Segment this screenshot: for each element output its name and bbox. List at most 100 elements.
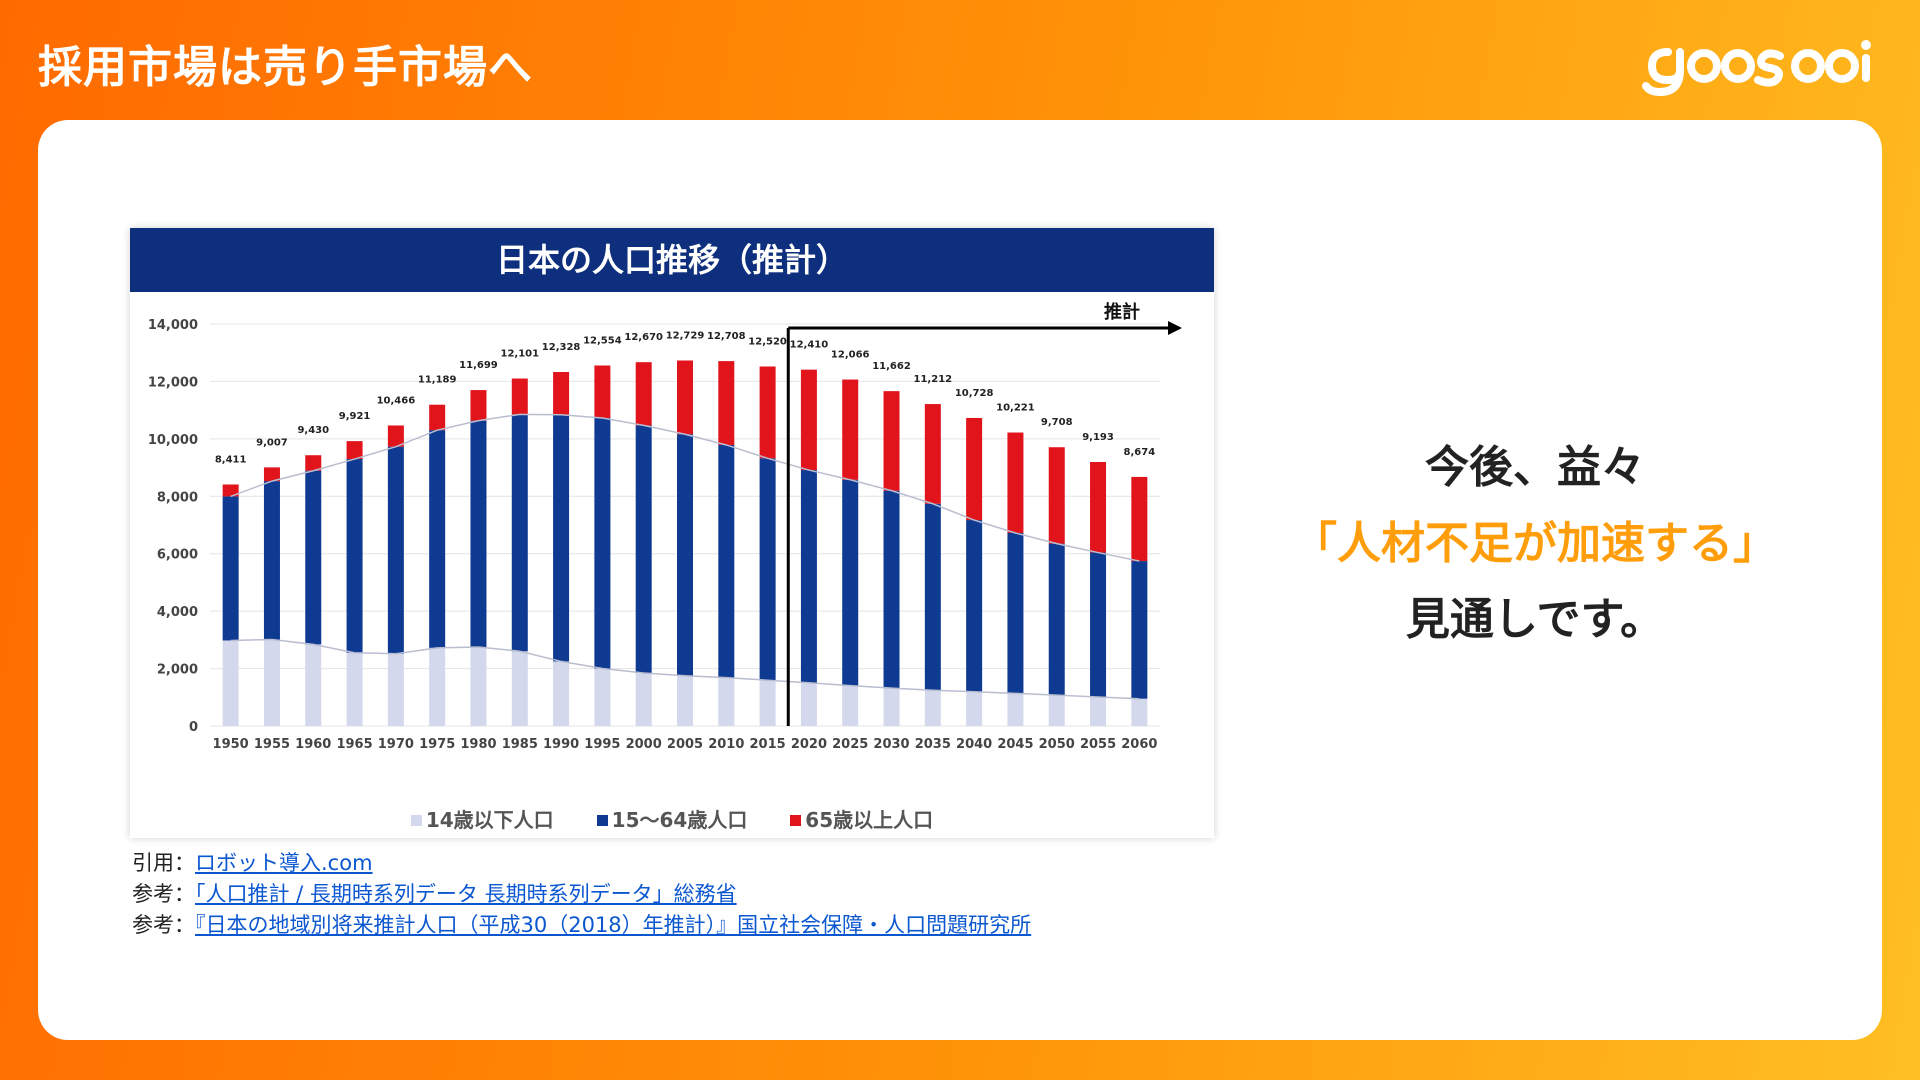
bar-under14 xyxy=(594,668,611,726)
bar-under14 xyxy=(305,644,322,726)
y-tick-label: 6,000 xyxy=(157,548,198,563)
bar-15-64 xyxy=(305,470,322,645)
x-tick-label: 2060 xyxy=(1121,737,1157,752)
data-label: 12,410 xyxy=(790,340,829,351)
bar-65plus xyxy=(966,417,983,521)
bar-under14 xyxy=(924,690,941,726)
data-label: 8,411 xyxy=(215,454,247,465)
x-tick-label: 2050 xyxy=(1039,737,1075,752)
bar-15-64 xyxy=(1131,561,1148,699)
x-tick-label: 2015 xyxy=(750,737,786,752)
bar-65plus xyxy=(222,484,239,497)
bar-15-64 xyxy=(635,425,652,673)
bar-65plus xyxy=(1007,432,1024,533)
bar-65plus xyxy=(1048,447,1065,544)
bar-65plus xyxy=(759,366,776,459)
bar-65plus xyxy=(511,378,528,415)
trend-line-15-64 xyxy=(230,413,1140,562)
x-tick-label: 1970 xyxy=(378,737,414,752)
source-line-reference-1: 参考：「人口推計 / 長期時系列データ 長期時系列データ」総務省 xyxy=(132,879,1031,910)
bar-under14 xyxy=(800,682,817,726)
data-label: 9,921 xyxy=(339,411,371,422)
bar-15-64 xyxy=(594,417,611,669)
source-link-ipss[interactable]: 『日本の地域別将来推計人口（平成30（2018）年推計）』国立社会保障・人口問題… xyxy=(195,913,1032,937)
bar-15-64 xyxy=(222,496,239,641)
bar-15-64 xyxy=(429,430,446,648)
bar-under14 xyxy=(759,680,776,726)
bar-65plus xyxy=(883,391,900,491)
data-label: 12,066 xyxy=(831,350,870,361)
bar-15-64 xyxy=(759,458,776,681)
source-list: 引用：ロボット導入.com 参考：「人口推計 / 長期時系列データ 長期時系列デ… xyxy=(132,848,1031,941)
bar-under14 xyxy=(677,675,693,726)
legend-item-65plus: 65歳以上人口 xyxy=(790,804,933,833)
bar-under14 xyxy=(1090,696,1107,726)
bar-15-64 xyxy=(1090,552,1107,697)
bar-under14 xyxy=(429,647,446,726)
bar-65plus xyxy=(387,425,404,447)
bar-under14 xyxy=(553,661,570,726)
x-tick-label: 2000 xyxy=(626,737,662,752)
bar-15-64 xyxy=(470,420,487,648)
x-tick-label: 1975 xyxy=(419,737,455,752)
bar-15-64 xyxy=(553,414,570,662)
bar-15-64 xyxy=(966,520,983,692)
message-line-3: 見通しです。 xyxy=(1405,594,1665,645)
data-label: 12,328 xyxy=(542,342,581,353)
bar-65plus xyxy=(635,362,652,426)
bar-15-64 xyxy=(387,446,404,654)
key-message: 今後、益々 「人材不足が加速する」 見通しです。 xyxy=(1240,430,1830,658)
data-label: 12,708 xyxy=(707,331,746,342)
bar-65plus xyxy=(800,369,817,471)
bar-65plus xyxy=(429,404,446,431)
bar-under14 xyxy=(346,652,363,726)
y-tick-label: 10,000 xyxy=(148,433,198,448)
source-link-robot[interactable]: ロボット導入.com xyxy=(195,851,373,875)
brand-logo: goosoo xyxy=(1640,30,1880,100)
x-tick-label: 2005 xyxy=(667,737,703,752)
data-label: 9,007 xyxy=(256,437,288,448)
bar-15-64 xyxy=(1007,532,1024,694)
bar-15-64 xyxy=(883,490,900,689)
x-tick-label: 2035 xyxy=(915,737,951,752)
x-tick-label: 1990 xyxy=(543,737,579,752)
bar-65plus xyxy=(924,404,941,504)
x-tick-label: 1955 xyxy=(254,737,290,752)
bar-under14 xyxy=(263,639,280,726)
bar-under14 xyxy=(511,651,528,726)
bar-15-64 xyxy=(718,444,735,678)
legend-swatch-under14 xyxy=(410,815,422,826)
population-chart: 日本の人口推移（推計） 0 2,000 4,000 6,000 8,000 10,000 1… xyxy=(130,228,1214,838)
source-line-reference-2: 参考：『日本の地域別将来推計人口（平成30（2018）年推計）』国立社会保障・人… xyxy=(132,910,1031,941)
data-label: 10,728 xyxy=(955,388,994,399)
y-tick-label: 14,000 xyxy=(148,318,198,333)
message-highlight: 「人材不足が加速する」 xyxy=(1293,518,1777,569)
bar-65plus xyxy=(1131,476,1148,562)
data-label: 10,221 xyxy=(996,403,1035,414)
legend-label-15-64: 15〜64歳人口 xyxy=(611,808,748,832)
data-label: 11,189 xyxy=(418,375,457,386)
legend-label-under14: 14歳以下人口 xyxy=(425,808,554,832)
bar-under14 xyxy=(966,691,983,726)
bar-under14 xyxy=(1007,693,1024,726)
source-prefix: 参考： xyxy=(132,882,195,906)
data-label: 11,662 xyxy=(872,361,911,372)
bar-15-64 xyxy=(842,479,859,686)
y-tick-label: 8,000 xyxy=(157,490,198,505)
projection-arrow-head xyxy=(1168,321,1182,335)
bar-under14 xyxy=(1048,695,1065,726)
bar-65plus xyxy=(594,365,611,418)
data-label: 12,101 xyxy=(500,349,539,360)
bar-15-64 xyxy=(511,414,528,652)
bar-15-64 xyxy=(924,503,941,691)
source-link-soumu[interactable]: 「人口推計 / 長期時系列データ 長期時系列データ」総務省 xyxy=(195,882,737,906)
legend-item-under14: 14歳以下人口 xyxy=(410,804,554,833)
chart-legend: 14歳以下人口 15〜64歳人口 65歳以上人口 xyxy=(130,804,1214,833)
bar-65plus xyxy=(263,467,280,482)
x-tick-label: 2045 xyxy=(997,737,1033,752)
x-tick-label: 1980 xyxy=(460,737,496,752)
source-line-citation: 引用：ロボット導入.com xyxy=(132,848,1031,879)
logo-icon xyxy=(1642,40,1871,97)
bar-15-64 xyxy=(677,434,693,676)
bar-15-64 xyxy=(1048,543,1065,696)
